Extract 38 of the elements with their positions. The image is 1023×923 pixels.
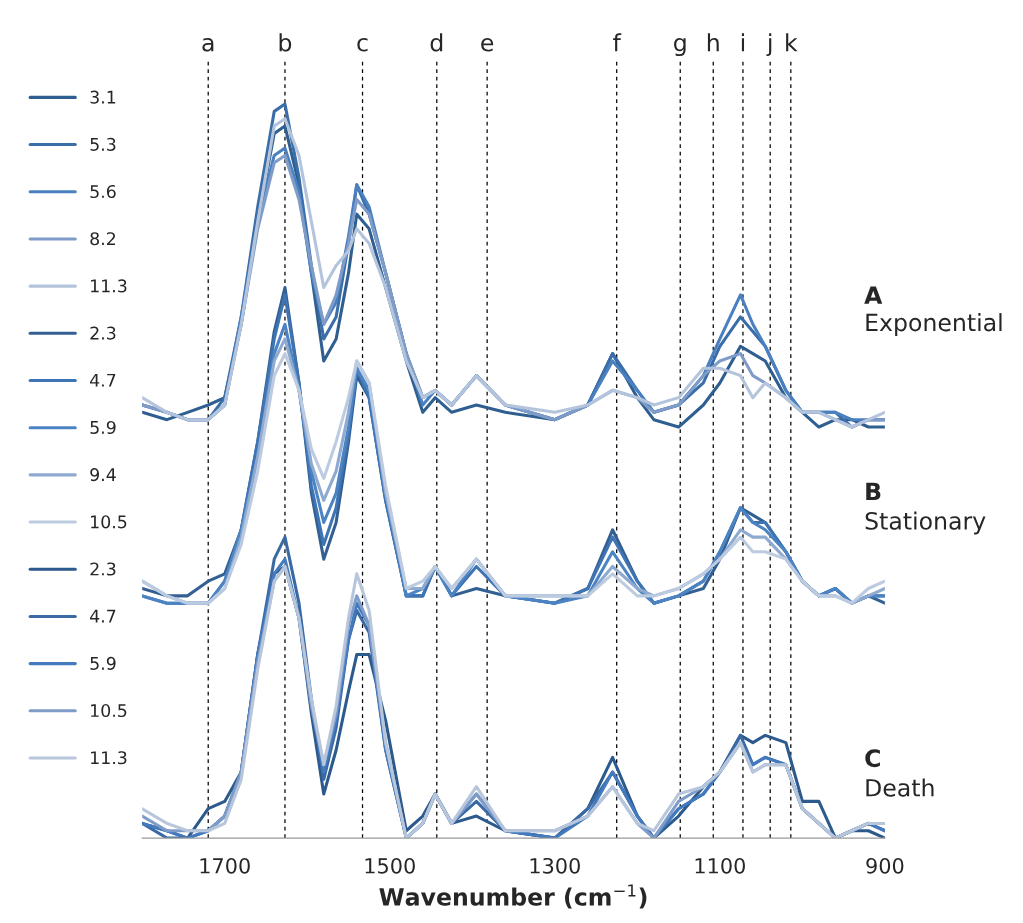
legend-label: 8.2 bbox=[90, 232, 116, 246]
legend-label: 4.7 bbox=[90, 609, 116, 623]
legend-label: 4.7 bbox=[90, 373, 116, 387]
ref-line-label: b bbox=[279, 33, 292, 52]
x-tick-label: 1100 bbox=[695, 857, 745, 874]
annotation: Death bbox=[866, 778, 934, 797]
legend-label: 10.5 bbox=[91, 703, 127, 718]
legend-label: 10.5 bbox=[91, 515, 127, 529]
annotation: Stationary bbox=[865, 511, 986, 535]
x-tick-label: 1500 bbox=[365, 857, 415, 874]
ref-line-label: k bbox=[786, 33, 798, 52]
legend-label: 5.6 bbox=[90, 184, 116, 199]
legend-label: 5.3 bbox=[90, 137, 116, 151]
ref-line-label: g bbox=[674, 37, 686, 57]
x-tick-label: 1300 bbox=[530, 857, 580, 874]
ref-line-label: e bbox=[481, 37, 494, 52]
x-tick-label: 900 bbox=[866, 857, 904, 874]
ref-line-label: i bbox=[741, 33, 745, 52]
legend-label: 3.1 bbox=[90, 90, 116, 104]
ref-line-label: f bbox=[613, 33, 622, 52]
legend-label: 2.3 bbox=[90, 326, 116, 340]
ref-line-label: j bbox=[766, 33, 772, 57]
x-tick-label: 1700 bbox=[200, 857, 250, 874]
ref-line-label: a bbox=[202, 37, 214, 52]
legend-label: 5.9 bbox=[90, 420, 116, 435]
annotation: B bbox=[866, 482, 881, 500]
legend-label: 11.3 bbox=[91, 751, 127, 765]
annotation: Exponential bbox=[866, 313, 1002, 336]
ref-line-label: d bbox=[430, 33, 443, 52]
annotation: C bbox=[865, 749, 880, 768]
legend-label: 2.3 bbox=[90, 562, 116, 576]
legend-label: 11.3 bbox=[91, 279, 127, 293]
ref-line-label: c bbox=[357, 37, 368, 52]
legend-label: 9.4 bbox=[90, 468, 116, 482]
x-axis-title: Wavenumber (cm$^{−1}$) bbox=[379, 884, 647, 909]
ref-line-label: h bbox=[707, 33, 719, 52]
annotation: A bbox=[864, 286, 883, 304]
legend-label: 5.9 bbox=[90, 656, 116, 670]
